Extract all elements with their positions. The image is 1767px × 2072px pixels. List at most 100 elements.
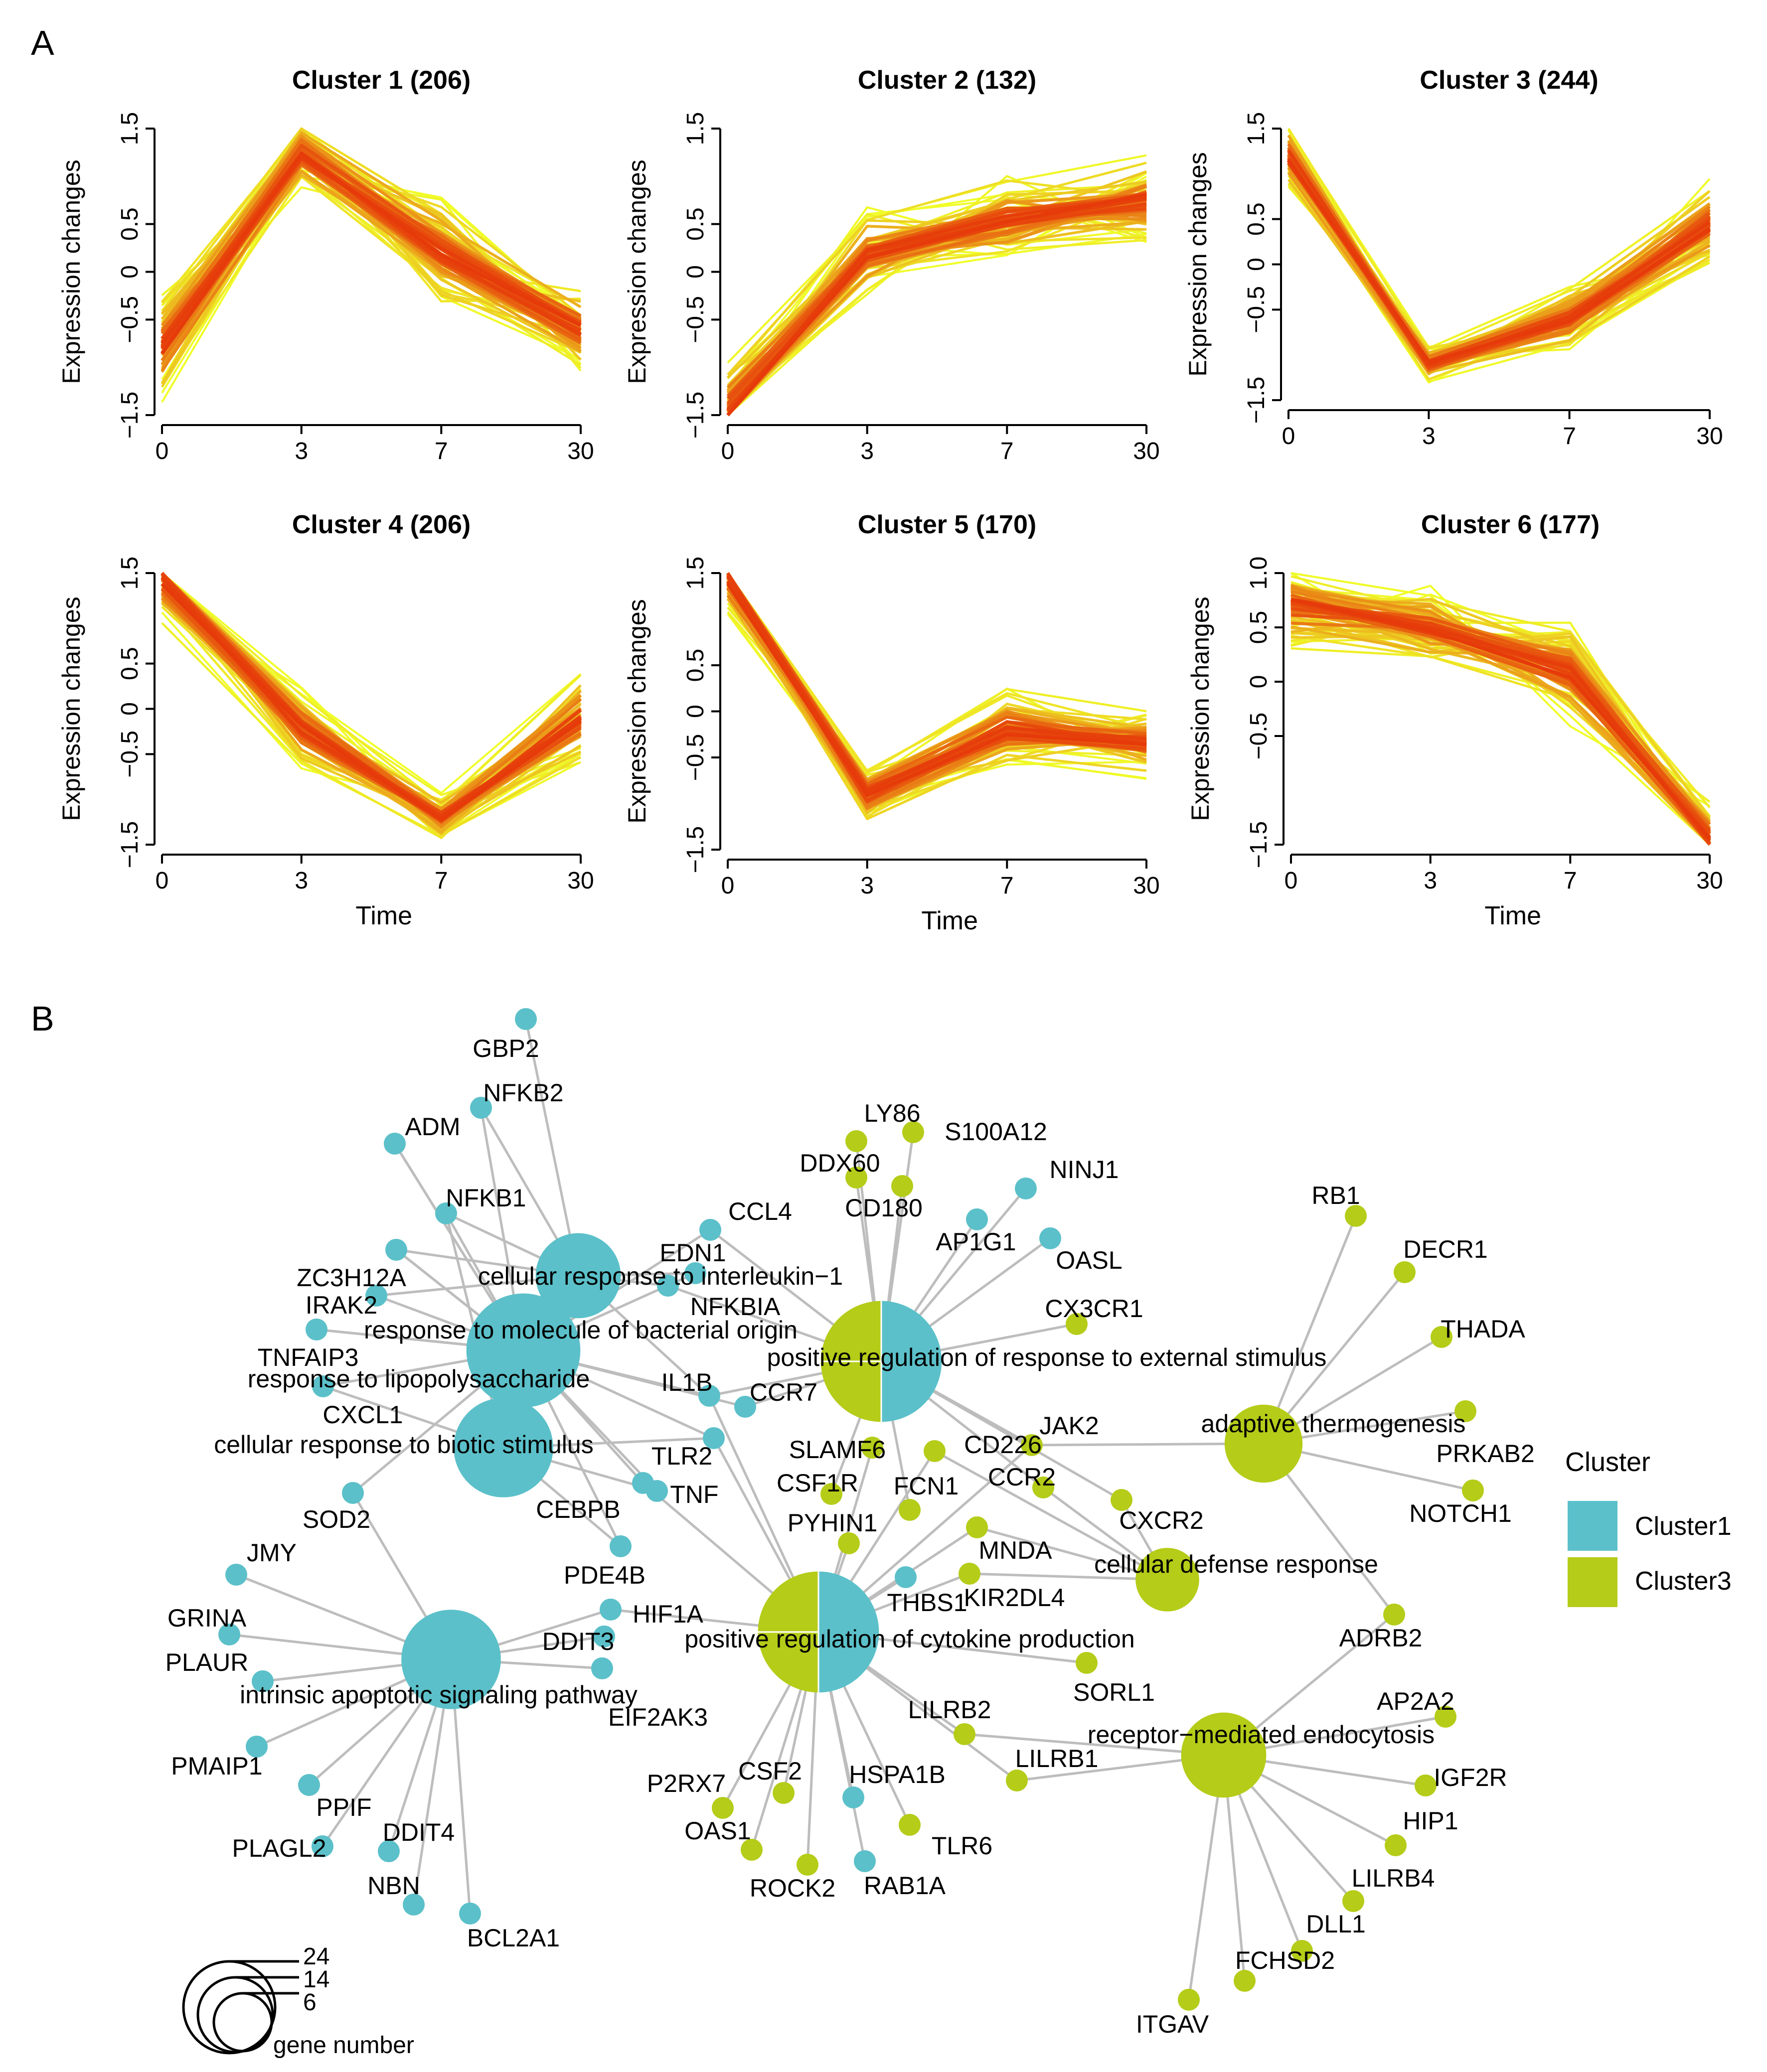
gene-label: PDE4B (564, 1561, 645, 1589)
gene-node (773, 1782, 795, 1804)
gene-node (838, 1532, 860, 1554)
gene-node (741, 1839, 763, 1861)
gene-node (698, 1385, 720, 1407)
y-tick-label: 0.5 (682, 207, 709, 241)
term-node (1135, 1548, 1199, 1612)
gene-label: IGF2R (1434, 1764, 1507, 1791)
y-axis-label: Expression changes (57, 596, 85, 821)
gene-label: TLR6 (932, 1832, 992, 1860)
gene-node (712, 1797, 734, 1819)
gene-label: CCR7 (750, 1378, 817, 1406)
gene-node (1006, 1770, 1028, 1791)
gene-profile-line (727, 572, 1147, 772)
gene-label: ADRB2 (1339, 1624, 1423, 1652)
y-axis-label: Expression changes (1184, 152, 1212, 376)
y-tick-label: 0 (117, 265, 143, 279)
x-tick-label: 3 (860, 438, 874, 464)
gene-node (1431, 1326, 1452, 1348)
gene-label: PMAIP1 (171, 1752, 262, 1780)
network-edge (934, 1450, 1168, 1581)
term-label: positive regulation of response to exter… (767, 1343, 1327, 1371)
y-tick-label: 0 (117, 702, 143, 716)
gene-label: JAK2 (1039, 1412, 1099, 1440)
chart-title: Cluster 5 (170) (858, 510, 1036, 539)
gene-profile-line (1290, 597, 1711, 840)
y-tick-label: 0 (682, 265, 709, 279)
gene-label: PRKAB2 (1436, 1440, 1534, 1468)
gene-label: CD226 (964, 1431, 1042, 1459)
network-labels: cellular response to interleukin−1 respon… (165, 1035, 1535, 2038)
gene-label: CCR2 (988, 1463, 1056, 1491)
gene-node (312, 1375, 334, 1397)
gene-node (1345, 1205, 1367, 1227)
gene-label: DLL1 (1306, 1910, 1366, 1938)
cluster-line-charts: Cluster 1 (206)−1.5−0.500.51.50 3 7 30Expre… (57, 66, 1723, 935)
gene-node (515, 1008, 537, 1030)
gene-label: NFKB1 (446, 1184, 526, 1212)
x-axis-label: Time (1484, 901, 1541, 930)
gene-node (365, 1285, 387, 1307)
term-node-circle (1135, 1548, 1199, 1612)
x-axis-label: Time (921, 906, 978, 935)
y-axis-label: Expression changes (57, 159, 85, 384)
term-label: receptor−mediated endocytosis (1088, 1721, 1435, 1749)
gene-profile-line (726, 192, 1147, 417)
gene-node (899, 1814, 921, 1836)
gene-label: LILRB2 (908, 1696, 991, 1724)
gene-node (1111, 1489, 1132, 1511)
gene-label: CSF2 (738, 1757, 802, 1785)
y-axis-label: Expression changes (623, 599, 651, 823)
gene-node (902, 1121, 924, 1143)
gene-label: ADM (405, 1113, 460, 1141)
y-tick-label: 1.5 (117, 112, 143, 146)
y-tick-label: −1.5 (1246, 821, 1272, 869)
gene-label: CX3CR1 (1045, 1295, 1143, 1323)
gene-node (459, 1903, 481, 1924)
gene-node (845, 1167, 867, 1188)
gene-node (657, 1275, 679, 1297)
gene-label: CXCR2 (1119, 1506, 1203, 1534)
gene-label: NFKBIA (690, 1293, 781, 1321)
gene-node (1234, 1970, 1256, 1992)
gene-node (1415, 1775, 1437, 1796)
gene-node (899, 1499, 921, 1521)
cluster-chart-3: Cluster 3 (244) −1.5 −0.5 0 0.5 1.5 0 3 7 30 Expre… (1184, 66, 1723, 449)
term-node-slice-cluster1 (881, 1301, 942, 1422)
gene-node (610, 1535, 632, 1557)
term-label: response to lipopolysaccharide (248, 1365, 590, 1393)
gene-node (699, 1219, 721, 1241)
x-tick-label: 7 (435, 868, 448, 894)
gene-node (959, 1563, 980, 1585)
y-tick-label: 0.5 (117, 207, 143, 241)
gene-node (891, 1175, 913, 1197)
gene-node (470, 1097, 492, 1119)
network-edge (969, 1572, 1168, 1581)
gene-node (684, 1262, 706, 1284)
x-tick-label: 0 (1285, 868, 1298, 894)
gene-label: EDN1 (659, 1239, 726, 1267)
gene-node (1342, 1890, 1364, 1912)
gene-node (1385, 1834, 1407, 1856)
gene-label: EIF2AK3 (608, 1703, 708, 1731)
gene-node (298, 1774, 320, 1796)
gene-label: PPIF (316, 1793, 371, 1821)
y-axis-label: Expression changes (623, 159, 651, 384)
gene-label: GBP2 (473, 1035, 539, 1062)
legend-swatch-cluster3 (1568, 1557, 1617, 1607)
gene-node (246, 1736, 268, 1758)
gene-label: ROCK2 (750, 1874, 835, 1902)
x-tick-label: 3 (1422, 423, 1436, 449)
gene-label: ITGAV (1136, 2010, 1209, 2038)
gene-node (734, 1396, 756, 1418)
legend-title: Cluster (1565, 1447, 1650, 1477)
gene-label: TLR2 (651, 1442, 712, 1470)
gene-node (842, 1786, 864, 1808)
gene-label: DDIT4 (383, 1818, 455, 1846)
gene-label: JMY (247, 1539, 297, 1567)
legend-label-cluster3: Cluster3 (1635, 1567, 1732, 1596)
gene-node (378, 1840, 400, 1862)
gene-node (384, 1133, 406, 1155)
size-legend: 24 14 6 gene number (182, 1943, 414, 2059)
term-node-circle (1181, 1712, 1267, 1798)
gene-label: THBS1 (887, 1589, 967, 1617)
